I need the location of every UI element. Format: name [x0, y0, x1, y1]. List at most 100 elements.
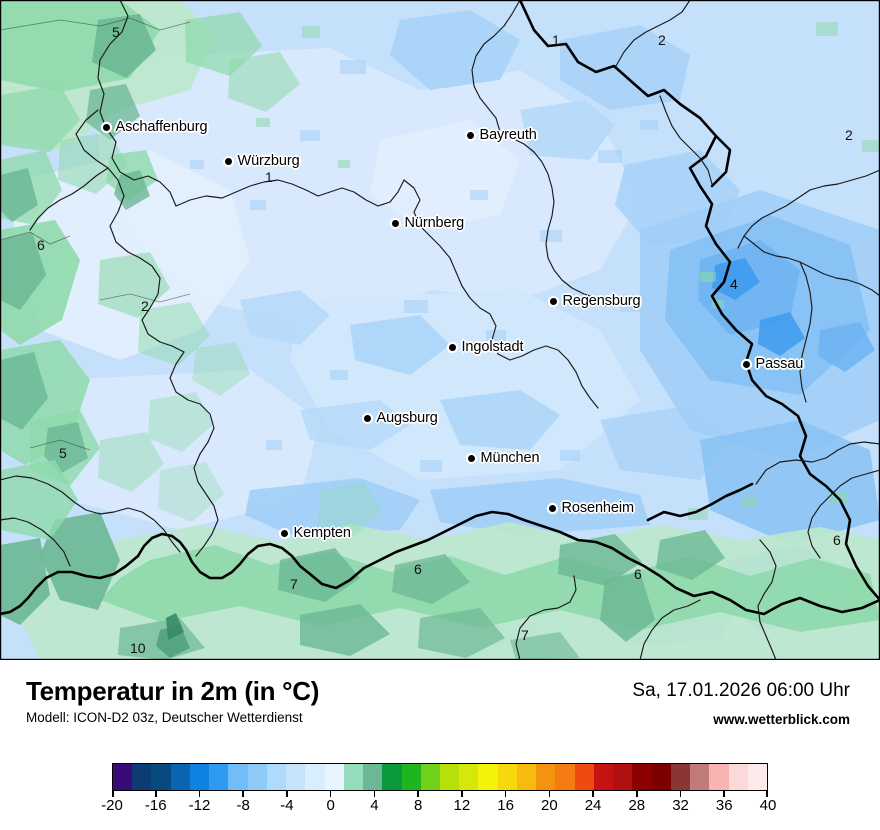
colorbar-swatch [555, 764, 575, 790]
colorbar-swatch [363, 764, 383, 790]
city-marker[interactable]: München [467, 450, 540, 466]
colorbar-tick-label: 36 [715, 797, 733, 814]
colorbar-tick-label: 16 [497, 797, 514, 814]
colorbar-swatch [343, 764, 364, 790]
colorbar-tick-label: 24 [584, 797, 602, 814]
colorbar-tick-label: -12 [188, 797, 211, 814]
colorbar-tick-label: 4 [370, 797, 379, 814]
city-marker[interactable]: Passau [742, 356, 804, 372]
colorbar-tick-label: 28 [628, 797, 646, 814]
colorbar-swatch [709, 764, 729, 790]
colorbar-swatch [690, 764, 710, 790]
isotherm-label: 10 [130, 640, 146, 656]
caption-bar: Temperatur in 2m (in °C) Modell: ICON-D2… [0, 660, 880, 830]
city-label: München [480, 450, 540, 466]
city-label: Nürnberg [404, 215, 465, 231]
colorbar-swatch [478, 764, 498, 790]
isotherm-label: 1 [265, 169, 273, 185]
colorbar-tick [766, 791, 768, 797]
colorbar-tick [198, 791, 201, 797]
valid-time-text: Sa, 17.01.2026 06:00 Uhr [632, 680, 850, 701]
colorbar-swatch [459, 764, 479, 790]
colorbar-tick [592, 791, 594, 797]
colorbar-swatch [651, 764, 671, 790]
city-marker[interactable]: Kempten [280, 525, 351, 541]
colorbar-swatch [632, 764, 652, 790]
colorbar-tick [373, 791, 376, 797]
colorbar-swatch [324, 764, 344, 790]
colorbar-swatch [151, 764, 171, 790]
city-marker[interactable]: Bayreuth [466, 127, 537, 143]
colorbar-swatch [670, 764, 691, 790]
colorbar-swatch [593, 764, 614, 790]
isotherm-label: 5 [59, 445, 67, 461]
page-title: Temperatur in 2m (in °C) [26, 676, 320, 706]
colorbar-tick-label: -20 [101, 797, 123, 814]
colorbar-labels: -20 -16 -12 -8 -4 0 4 8 12 16 20 24 28 32 36 40 [101, 797, 776, 819]
colorbar-swatches [112, 763, 768, 791]
isotherm-label: 7 [521, 627, 529, 643]
colorbar-swatch [209, 764, 229, 790]
colorbar-tick-label: -4 [280, 797, 294, 814]
site-url-text: www.wetterblick.com [713, 712, 850, 727]
colorbar-tick-label: 12 [453, 797, 471, 814]
city-label: Regensburg [562, 293, 641, 309]
isotherm-label: 6 [37, 237, 45, 253]
city-marker[interactable]: Augsburg [363, 410, 438, 426]
map-raster-layer [0, 0, 880, 660]
colorbar-tick-label: 40 [759, 797, 777, 814]
isotherm-label: 6 [833, 532, 841, 548]
colorbar-swatch [420, 764, 440, 790]
city-dot-icon [224, 157, 232, 165]
colorbar-tick-label: 20 [540, 797, 558, 814]
city-dot-icon [391, 219, 399, 227]
colorbar-tick [723, 791, 726, 797]
isotherm-label: 7 [290, 576, 298, 592]
city-marker[interactable]: Nürnberg [391, 215, 465, 231]
colorbar-swatch [266, 764, 287, 790]
colorbar-swatch [574, 764, 594, 790]
colorbar-tick-label: 0 [326, 797, 335, 814]
colorbar-tick [548, 791, 551, 797]
colorbar-swatch [516, 764, 537, 790]
city-dot-icon [280, 529, 288, 537]
city-label: Passau [755, 356, 804, 372]
city-dot-icon [548, 504, 556, 512]
colorbar-tick [504, 791, 507, 797]
colorbar-swatch [613, 764, 633, 790]
city-label: Ingolstadt [461, 339, 524, 355]
isotherm-label: 2 [658, 32, 666, 48]
city-label: Würzburg [237, 153, 300, 169]
city-marker[interactable]: Ingolstadt [448, 339, 524, 355]
temperature-colorbar [112, 763, 768, 791]
colorbar-swatch [170, 764, 190, 790]
city-marker[interactable]: Würzburg [224, 153, 300, 169]
colorbar-tick [242, 791, 244, 797]
colorbar-tick [286, 791, 288, 797]
colorbar-swatch [286, 764, 306, 790]
city-dot-icon [467, 454, 475, 462]
colorbar-swatch [247, 764, 267, 790]
isotherm-label: 4 [730, 276, 738, 292]
isotherm-label: 6 [414, 561, 422, 577]
city-dot-icon [102, 123, 110, 131]
colorbar-tick [329, 791, 332, 797]
city-label: Rosenheim [561, 500, 635, 516]
isotherm-label: 5 [112, 24, 120, 40]
city-marker[interactable]: Regensburg [549, 293, 641, 309]
colorbar-swatch [113, 764, 133, 790]
city-dot-icon [466, 131, 474, 139]
colorbar-swatch [497, 764, 517, 790]
colorbar-swatch [189, 764, 210, 790]
city-marker[interactable]: Aschaffenburg [102, 119, 208, 135]
city-marker[interactable]: Rosenheim [548, 500, 635, 516]
model-subtitle: Modell: ICON-D2 03z, Deutscher Wetterdie… [26, 710, 303, 725]
colorbar-tick [636, 791, 638, 797]
colorbar-swatch [228, 764, 248, 790]
city-label: Augsburg [376, 410, 438, 426]
city-dot-icon [549, 297, 557, 305]
colorbar-swatch [536, 764, 556, 790]
temperature-map[interactable]: 5 1 2 2 1 6 2 4 5 6 7 6 6 7 10 Aschaffenburg Würzburg Ba… [0, 0, 880, 660]
isotherm-label: 1 [552, 32, 560, 48]
